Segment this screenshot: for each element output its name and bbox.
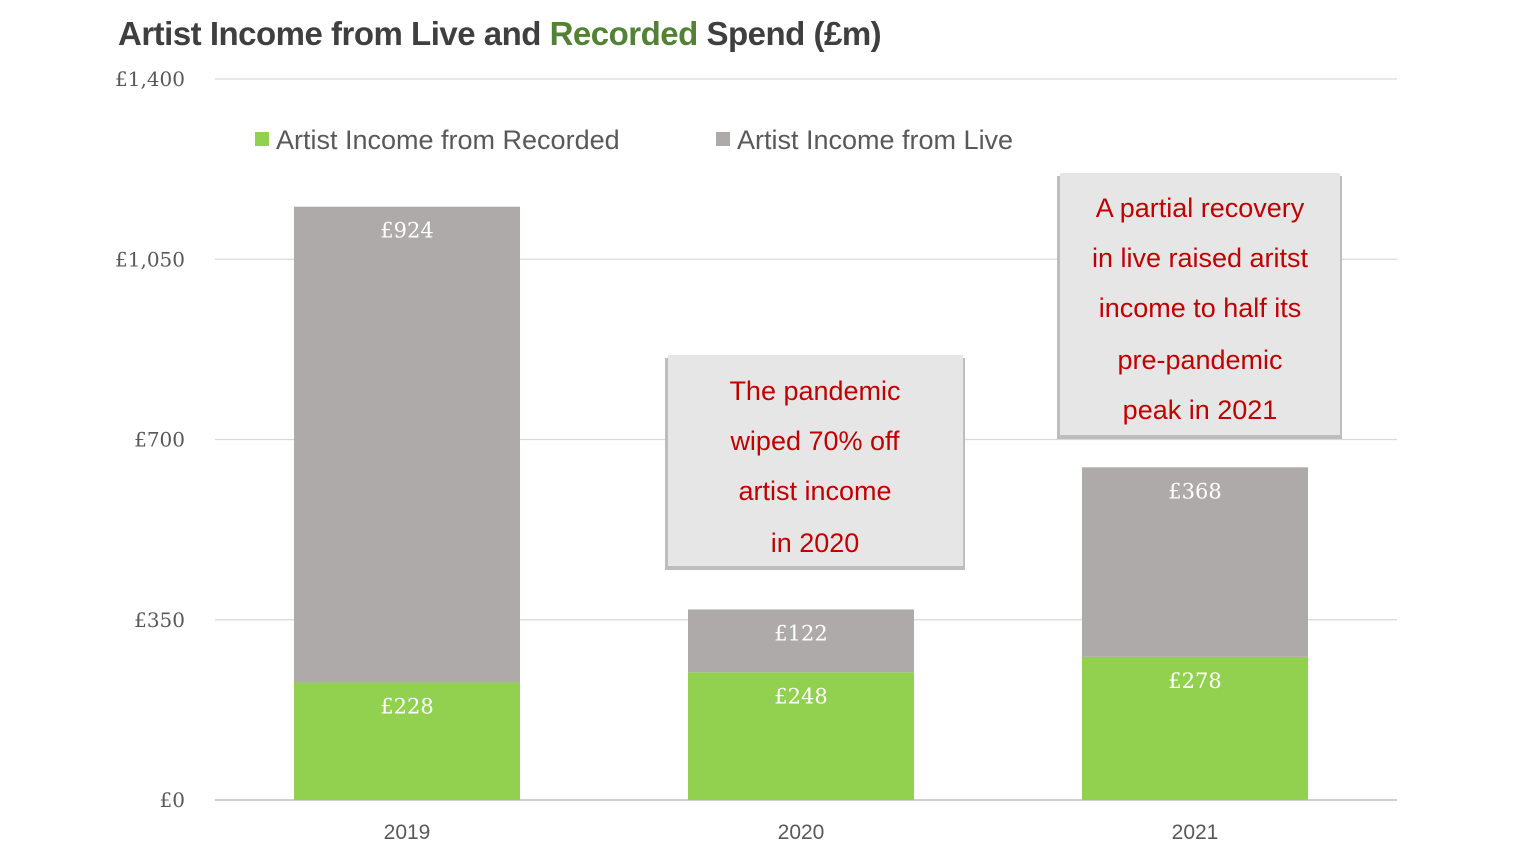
y-tick-label: £1,050: [115, 247, 185, 271]
annotation-2020-line: artist income: [738, 476, 891, 506]
bar-recorded-2021: [1082, 656, 1308, 800]
data-label-live: £924: [380, 219, 433, 243]
data-label-live: £122: [774, 621, 827, 645]
y-tick-label: £0: [160, 788, 185, 812]
annotation-2021: A partial recovery in live raised aritst…: [1057, 173, 1342, 439]
x-tick-label: 2019: [384, 821, 431, 844]
y-tick-label: £700: [134, 428, 185, 452]
legend-swatch-live: [716, 132, 730, 146]
title-accent: Recorded: [550, 15, 698, 52]
x-tick-label: 2020: [778, 821, 825, 844]
bar-live-2019: [294, 206, 520, 683]
annotation-2021-box: [1060, 173, 1340, 435]
legend: Artist Income from Recorded Artist Incom…: [255, 125, 1013, 155]
y-tick-label: £350: [134, 608, 185, 632]
legend-label-recorded: Artist Income from Recorded: [276, 125, 620, 155]
x-tick-label: 2021: [1172, 821, 1219, 844]
y-axis: £0 £350 £700 £1,050 £1,400: [115, 67, 185, 812]
annotation-2021-line: peak in 2021: [1123, 395, 1278, 425]
legend-label-live: Artist Income from Live: [737, 125, 1013, 155]
title-suffix: Spend (£m): [698, 15, 881, 52]
data-label-recorded: £248: [774, 684, 827, 708]
bars: £228 £924 £248 £122 £278 £368: [294, 206, 1308, 800]
data-label-live: £368: [1168, 479, 1221, 503]
data-label-recorded: £228: [380, 695, 433, 719]
annotation-2021-line: pre-pandemic: [1117, 345, 1282, 375]
annotation-2020-line: The pandemic: [729, 376, 900, 406]
annotation-2021-line: in live raised aritst: [1092, 243, 1309, 273]
title-prefix: Artist Income from Live and: [118, 15, 550, 52]
annotation-2021-line: A partial recovery: [1096, 193, 1305, 223]
annotation-2021-line: income to half its: [1099, 293, 1302, 323]
bar-live-2020: [688, 609, 914, 673]
bar-recorded-2020: [688, 672, 914, 800]
annotation-2020-line: wiped 70% off: [729, 426, 900, 456]
bar-recorded-2019: [294, 682, 520, 800]
legend-swatch-recorded: [255, 132, 269, 146]
annotation-2020-line: in 2020: [771, 528, 860, 558]
chart-title: Artist Income from Live and Recorded Spe…: [118, 15, 881, 52]
annotation-2020: The pandemic wiped 70% off artist income…: [665, 355, 965, 570]
bar-live-2021: [1082, 467, 1308, 657]
annotation-2020-box: [668, 355, 963, 566]
x-axis: 2019 2020 2021: [384, 821, 1219, 844]
y-tick-label: £1,400: [115, 67, 185, 91]
data-label-recorded: £278: [1168, 669, 1221, 693]
